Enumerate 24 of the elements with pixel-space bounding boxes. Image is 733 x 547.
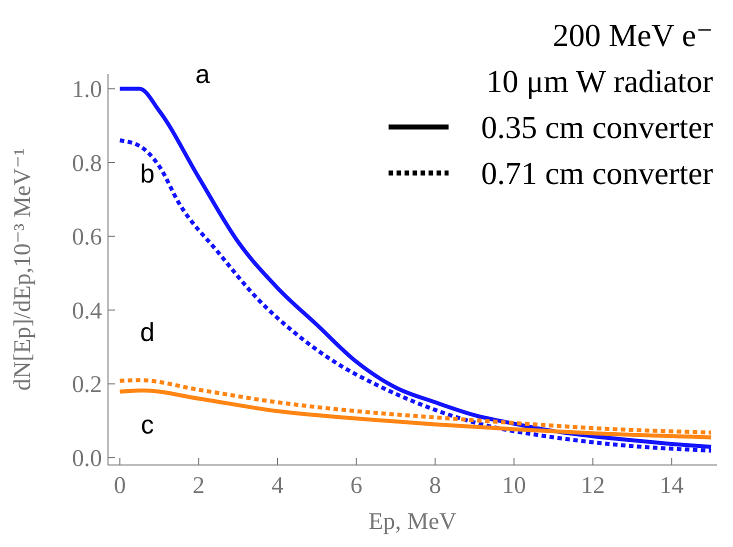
series-label: b	[140, 158, 155, 188]
x-tick-label: 0	[114, 473, 126, 499]
series-label: c	[140, 410, 154, 440]
annotation: 10 μm W radiator	[486, 63, 714, 99]
y-tick-label: 0.2	[72, 372, 102, 398]
y-tick-label: 0.4	[72, 298, 102, 324]
x-tick-label: 2	[192, 473, 205, 499]
x-tick-label: 6	[350, 473, 362, 499]
x-tick-label: 4	[271, 473, 284, 499]
y-tick-label: 0.0	[72, 446, 102, 472]
text: 200 MeV e⁻	[552, 17, 713, 53]
y-tick-label: 0.6	[72, 224, 102, 251]
x-tick-label: 8	[429, 473, 442, 499]
x-axis-title: Ep, MeV	[368, 509, 458, 535]
x-tick-label: 14	[660, 473, 684, 499]
y-tick-label: 1.0	[72, 77, 102, 104]
annotation: 0.71 cm converter	[481, 155, 714, 191]
series-label: d	[140, 316, 155, 347]
x-tick-label: 10	[502, 473, 526, 499]
annotation: 0.35 cm converter	[481, 109, 714, 145]
y-axis-title: dN[Ep]/dEp,10⁻³ MeV⁻¹	[10, 148, 36, 391]
x-tick-label: 12	[580, 473, 605, 499]
series-label: a	[195, 58, 210, 89]
y-tick-label: 0.8	[72, 150, 102, 177]
